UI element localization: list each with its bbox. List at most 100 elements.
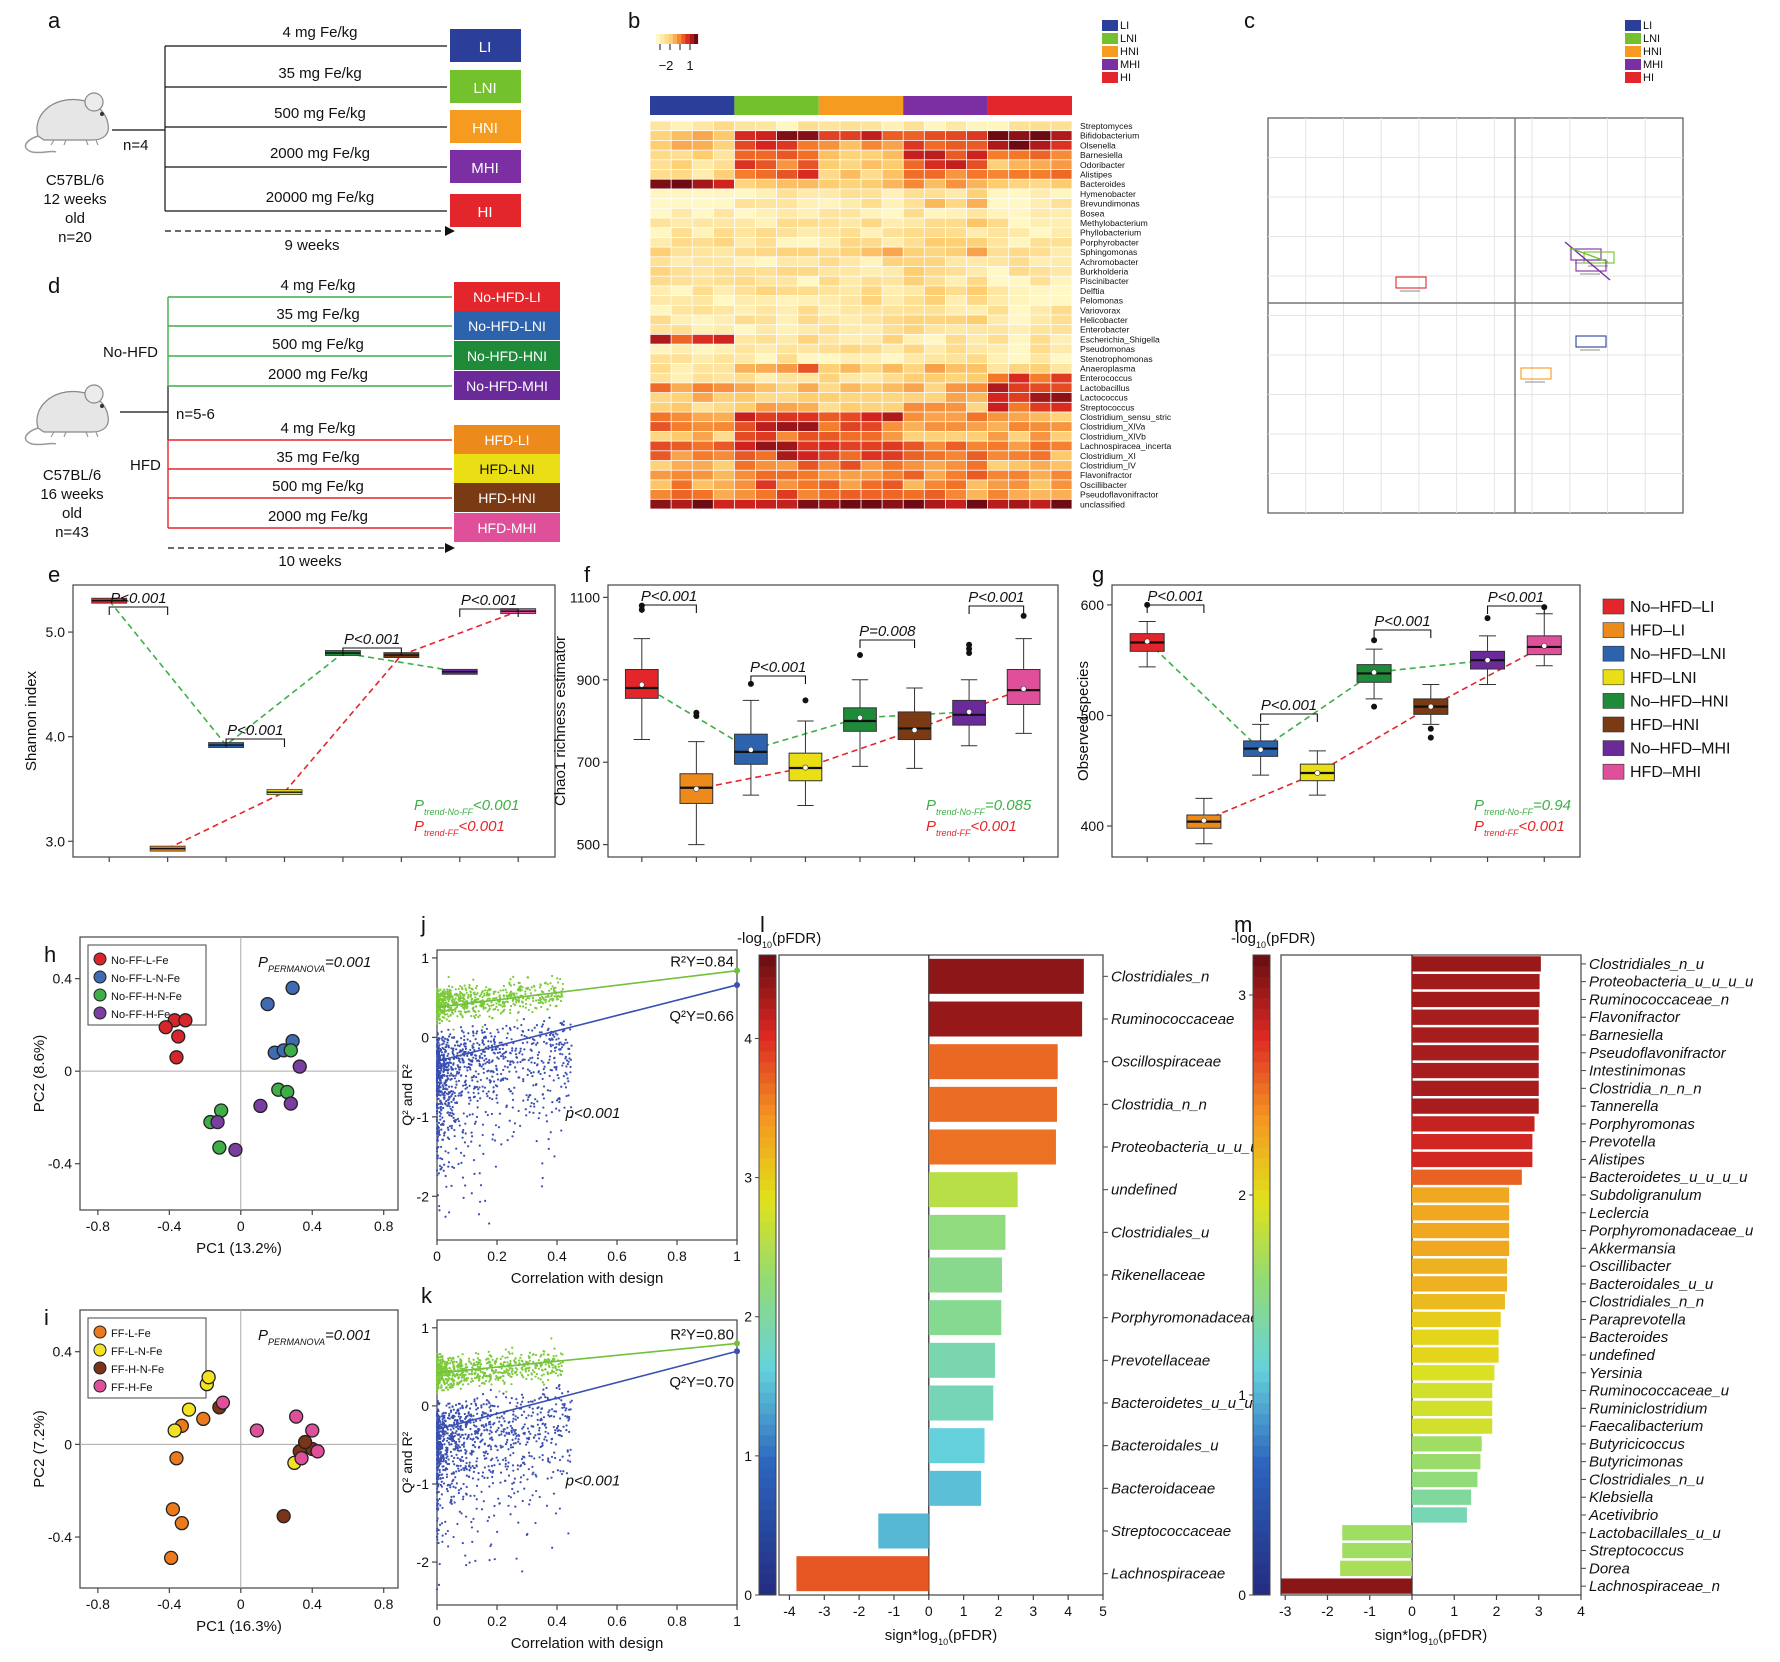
taxon-label: Bifidobacterium	[1080, 131, 1139, 141]
q2-point	[455, 1470, 458, 1473]
legend-swatch	[1625, 46, 1641, 57]
q2-point	[504, 1077, 507, 1080]
heatmap-cell	[988, 169, 1009, 179]
heatmap-cell	[1009, 208, 1030, 218]
legend-marker	[93, 1361, 107, 1375]
q2-point	[511, 1438, 514, 1441]
q2-point	[564, 1038, 567, 1041]
q2-point	[539, 1396, 542, 1399]
r2-point	[489, 988, 492, 991]
q2-point	[453, 1434, 456, 1438]
q2-point	[461, 1498, 465, 1501]
q2-point	[561, 1046, 564, 1049]
q2-point	[438, 1204, 441, 1208]
q2-point	[482, 1500, 485, 1503]
q2-point	[470, 1192, 473, 1195]
heatmap-cell	[692, 199, 713, 208]
q2-point	[444, 1430, 447, 1433]
r2-point	[473, 998, 477, 1001]
heatmap-cell	[861, 179, 882, 189]
r2-point	[485, 1362, 489, 1365]
q2-point	[498, 1051, 502, 1054]
q2-point	[553, 1061, 556, 1064]
q2-point	[503, 1420, 506, 1423]
q2-point	[464, 1075, 468, 1078]
q2-point	[553, 1456, 557, 1460]
box-body	[897, 711, 932, 741]
r2-point	[493, 1371, 496, 1375]
heatmap-cell	[734, 383, 756, 393]
q2-point	[459, 1419, 462, 1422]
r2-point	[435, 1015, 439, 1018]
q2-point	[560, 1129, 563, 1132]
r2-point	[528, 997, 531, 1000]
r2-point	[447, 1000, 450, 1003]
heatmap-cell	[1051, 140, 1072, 150]
r2-point	[449, 1008, 452, 1012]
r2-point	[559, 1369, 562, 1373]
heatmap-cell	[819, 257, 840, 267]
q2-point	[548, 1037, 551, 1041]
q2-point	[463, 1412, 466, 1416]
q2-point	[493, 1405, 496, 1408]
q2-point	[555, 1068, 558, 1071]
heatmap-cell	[840, 431, 861, 441]
q2-point	[457, 1415, 460, 1418]
heatmap-cell	[798, 169, 819, 179]
r2-point	[505, 1000, 508, 1003]
heatmap-cell	[945, 228, 967, 237]
q2-point	[463, 1469, 466, 1472]
heatmap-cell	[734, 169, 756, 179]
q2-point	[544, 1430, 547, 1433]
q2-point	[552, 1470, 555, 1474]
r2-point	[489, 1363, 492, 1366]
heatmap-cell	[966, 296, 988, 305]
heatmap-cell	[734, 315, 756, 325]
q2-point	[492, 1071, 495, 1074]
q2-point	[440, 1090, 443, 1093]
taxon-label: Flavonifractor	[1080, 470, 1132, 480]
heatmap-cell	[840, 460, 861, 470]
r2-point	[504, 1356, 507, 1359]
r2-point	[445, 1018, 448, 1021]
heatmap-cell	[755, 451, 777, 461]
q2-point	[469, 1059, 472, 1062]
heatmap-cell	[840, 150, 861, 160]
r2-point	[463, 1007, 466, 1011]
q2-point	[441, 1534, 444, 1537]
q2-point	[452, 1472, 455, 1475]
group-box	[454, 454, 560, 483]
q2-point	[569, 1448, 572, 1451]
q2-point	[549, 1089, 552, 1092]
q2-point	[513, 1066, 517, 1069]
heatmap-cell	[903, 490, 924, 499]
q2-point	[435, 1588, 439, 1591]
box-mean	[693, 786, 700, 792]
q2-point	[504, 1459, 507, 1462]
q2-point	[555, 1386, 558, 1390]
q2-point	[452, 1047, 455, 1050]
q2-point	[528, 1503, 531, 1506]
q2-point	[436, 1107, 440, 1110]
heatmap-cell	[945, 393, 967, 402]
q2-point	[490, 1543, 493, 1546]
q2-point	[482, 1063, 485, 1066]
heatmap-cell	[924, 499, 945, 509]
r2-point	[461, 987, 464, 991]
heatmap-cell	[692, 276, 713, 286]
heatmap-cell	[924, 266, 945, 276]
q2-point	[451, 1405, 454, 1408]
heatmap-cell	[713, 325, 734, 334]
q2-point	[438, 1523, 442, 1526]
r2-point	[527, 1369, 531, 1372]
q2-point	[448, 1434, 451, 1437]
q2-point	[452, 1535, 455, 1539]
heatmap-cell	[1009, 480, 1030, 490]
q2-point	[533, 1026, 536, 1029]
heatmap-cell	[924, 140, 945, 150]
q2-point	[512, 1417, 515, 1420]
q2-point	[453, 1077, 457, 1080]
heatmap-cell	[713, 286, 734, 296]
heatmap-cell	[713, 160, 734, 170]
